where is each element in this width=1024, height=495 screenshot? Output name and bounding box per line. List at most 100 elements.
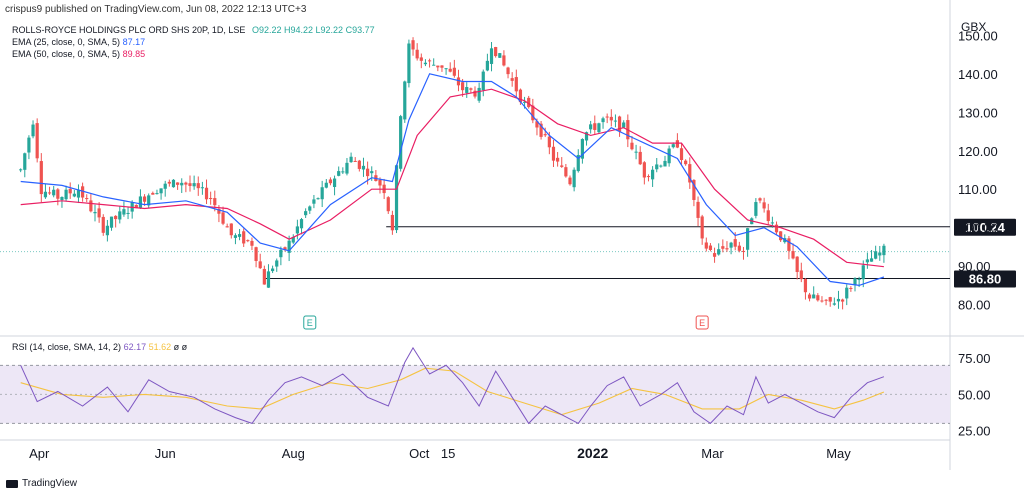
candle-body (357, 160, 361, 169)
rsi-extra: ø ø (173, 342, 188, 352)
time-tick-label: 2022 (577, 445, 608, 461)
candle-body (19, 169, 23, 171)
candle-body (320, 187, 324, 200)
candle-body (477, 87, 481, 101)
candle-body (506, 67, 510, 75)
candle-body (246, 240, 250, 242)
rsi-ma-line (20, 367, 885, 416)
candle-body (101, 216, 105, 233)
candle-body (151, 192, 155, 195)
candle-body (766, 210, 770, 222)
candle-body (304, 211, 308, 216)
candle-body (167, 181, 171, 184)
candle-body (209, 198, 213, 200)
footer-brand-text: TradingView (22, 478, 78, 489)
candle-body (882, 245, 886, 256)
candle-body (696, 201, 700, 218)
tradingview-logo-icon (6, 479, 18, 488)
candle-body (229, 223, 233, 236)
support-resistance-lines: 100.24 86.80 (0, 218, 1016, 288)
candle-body (535, 121, 539, 128)
ema25-legend: EMA (25, close, 0, SMA, 5) 87.17 (12, 37, 145, 47)
candle-body (717, 249, 721, 255)
candle-body (502, 55, 506, 66)
candle-body (869, 258, 874, 262)
candle-body (762, 202, 766, 209)
candle-body (589, 124, 593, 130)
candle-body (35, 123, 39, 159)
candle-body (258, 261, 262, 269)
candle-body (411, 40, 415, 50)
candle-body (72, 193, 76, 197)
candle-body (291, 236, 295, 243)
candle-body (605, 116, 609, 118)
candle-body (861, 265, 865, 280)
ema50-line (20, 88, 884, 268)
time-tick-label: Aug (282, 446, 305, 461)
candle-body (489, 48, 494, 64)
candle-body (758, 198, 762, 201)
ema25-value: 87.17 (122, 37, 146, 47)
candle-body (60, 196, 64, 201)
candle-body (427, 60, 432, 62)
candle-body (679, 148, 684, 161)
close-value: C93.77 (345, 25, 375, 35)
candle-body (572, 169, 576, 188)
candle-body (23, 153, 27, 170)
rsi-ma-value: 51.62 (148, 342, 172, 352)
candle-body (192, 183, 196, 187)
candle-body (370, 171, 374, 174)
candle-body (514, 77, 518, 92)
candle-body (857, 279, 861, 281)
candle-body (39, 161, 43, 195)
candle-body (242, 231, 246, 244)
candle-body (485, 60, 489, 71)
candle-body (642, 162, 646, 178)
candle-body (213, 198, 217, 206)
price-tick-label: 120.00 (958, 144, 998, 159)
time-tick-label: Oct (409, 446, 430, 461)
candle-body (47, 192, 52, 194)
candle-body (204, 187, 209, 200)
candle-body (275, 260, 279, 267)
ema50-label: EMA (50, close, 0, SMA, 5) (12, 49, 121, 59)
candle-body (171, 179, 176, 188)
candle-body (361, 165, 366, 170)
ema50-value: 89.85 (122, 49, 146, 59)
time-tick-label: May (826, 446, 851, 461)
candle-body (52, 189, 56, 196)
earnings-marker-label: E (699, 318, 705, 328)
candle-body (684, 160, 688, 165)
candle-body (43, 191, 48, 198)
footer-brand: TradingView (6, 478, 77, 489)
candle-body (700, 216, 704, 239)
rsi-line (20, 346, 885, 425)
candle-body (159, 188, 163, 194)
candle-body (436, 65, 440, 68)
candle-body (576, 155, 580, 172)
candle-body (791, 251, 795, 259)
candle-body (737, 245, 741, 251)
candle-body (262, 268, 266, 285)
candle-body (444, 68, 448, 70)
candle-body (564, 167, 568, 177)
candle-body (584, 132, 589, 141)
price-tick-label: 80.00 (958, 298, 991, 313)
candle-body (522, 101, 527, 103)
candle-body (849, 288, 853, 290)
candle-body (617, 116, 622, 132)
candle-body (56, 189, 60, 199)
candle-body (671, 144, 675, 148)
candle-body (31, 124, 35, 137)
candle-body (704, 242, 708, 249)
time-tick-label: 15 (441, 446, 455, 461)
rsi-tick-label: 75.00 (958, 351, 991, 366)
ema25-label: EMA (25, close, 0, SMA, 5) (12, 37, 121, 47)
candle-body (366, 168, 370, 177)
candle-body (237, 234, 242, 237)
candle-body (105, 225, 109, 236)
candle-body (741, 250, 746, 252)
candle-body (601, 118, 605, 123)
candle-body (556, 157, 560, 162)
